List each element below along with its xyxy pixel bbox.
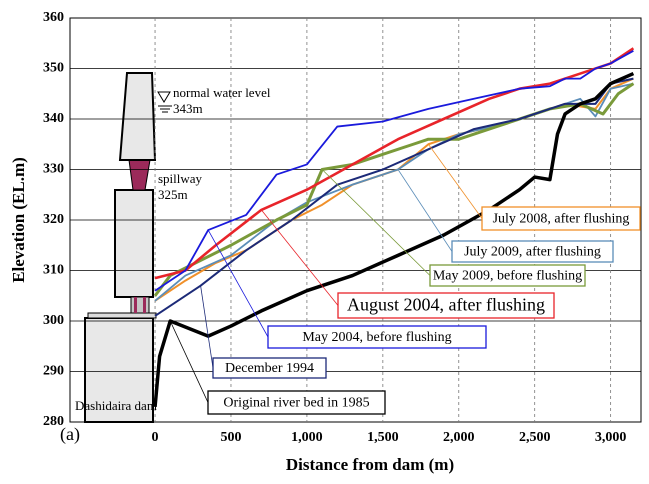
spillway-text: spillway 325m <box>158 171 203 202</box>
callout-line <box>261 209 339 306</box>
spillway-note: spillway 325m <box>158 171 203 202</box>
y-tick-label: 310 <box>43 263 64 278</box>
series-line <box>154 50 634 292</box>
y-tick-label: 360 <box>43 10 64 25</box>
x-tick-label: 500 <box>220 430 241 445</box>
legend-label: August 2004, after flushing <box>347 295 545 315</box>
lines <box>153 47 635 408</box>
legend-box <box>451 240 614 263</box>
callout-line <box>397 169 453 252</box>
legend-box <box>267 325 487 349</box>
callout-line <box>169 320 209 403</box>
legend-label: Original river bed in 1985 <box>223 396 369 411</box>
callout-line <box>200 285 214 369</box>
legend-box <box>212 357 327 379</box>
y-tick-label: 350 <box>43 61 64 76</box>
callout-line <box>428 144 483 219</box>
legend-label: May 2009, before flushing <box>433 269 582 284</box>
y-tick-label: 320 <box>43 212 64 227</box>
legend-label: December 1994 <box>225 361 314 376</box>
series-line <box>153 71 635 408</box>
legend-label: July 2008, after flushing <box>493 212 630 227</box>
water-level-text: normal water level 343m <box>173 85 271 116</box>
y-tick-label: 340 <box>43 111 64 126</box>
x-tick-label: 0 <box>152 430 159 445</box>
series-line <box>154 47 635 280</box>
legend-label: July 2009, after flushing <box>464 245 601 260</box>
y-tick-label: 300 <box>43 313 64 328</box>
x-tick-label: 2,000 <box>443 430 475 445</box>
series-line <box>154 77 634 317</box>
legend-box <box>429 264 586 287</box>
callout-line <box>321 169 431 276</box>
x-axis-label: Distance from dam (m) <box>286 455 454 474</box>
x-tick-label: 2,500 <box>519 430 551 445</box>
y-tick-label: 330 <box>43 162 64 177</box>
series-line <box>153 82 635 297</box>
y-axis-label: Elevation (EL.m) <box>9 157 28 283</box>
x-tick-label: 3,000 <box>595 430 627 445</box>
y-tick-label: 280 <box>43 414 64 429</box>
legend-box <box>337 292 555 319</box>
dam <box>84 72 172 423</box>
legend-box <box>207 390 386 415</box>
panel-label: (a) <box>60 424 80 445</box>
legend-box <box>481 206 641 231</box>
water-level-note: normal water level 343m <box>173 85 271 116</box>
x-tick-label: 1,000 <box>291 430 323 445</box>
legend-label: May 2004, before flushing <box>302 330 451 345</box>
x-tick-label: 1,500 <box>367 430 399 445</box>
dam-label: Dashidaira dam <box>75 398 157 413</box>
y-tick-label: 290 <box>43 364 64 379</box>
callout-line <box>207 229 269 338</box>
